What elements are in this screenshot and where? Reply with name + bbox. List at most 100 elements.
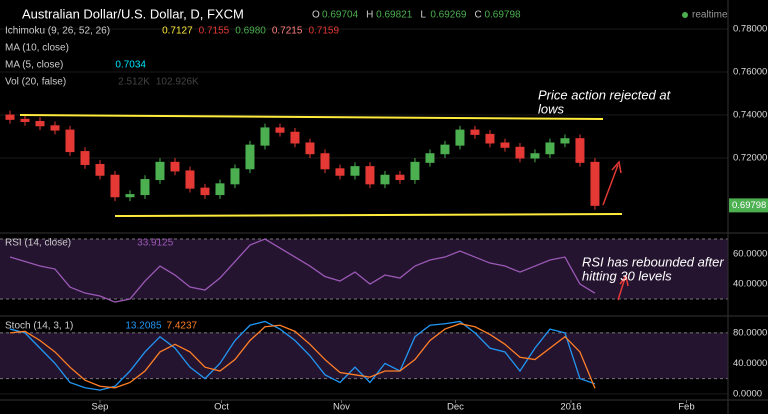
x-tick-label: Dec — [447, 402, 464, 413]
resistance-line — [19, 114, 604, 120]
candle-body — [95, 163, 105, 176]
indicator-value: 0.7127 — [162, 26, 193, 37]
ohlc-name: L — [420, 10, 426, 21]
band — [0, 332, 728, 379]
chart-title: Australian Dollar/U.S. Dollar, D, FXCM — [22, 6, 244, 21]
candle-body — [140, 179, 150, 196]
candle-body — [275, 127, 285, 133]
candle-body — [335, 168, 345, 176]
candle-body — [50, 125, 60, 131]
indicator-value: 2.512K — [118, 77, 150, 88]
ohlc-value: 0.69704 — [322, 10, 359, 21]
candle-body — [230, 168, 240, 185]
indicator-value: 0.7034 — [115, 60, 146, 71]
candle-body — [440, 144, 450, 155]
y-tick-label: 0.0000 — [733, 388, 762, 399]
indicator-value: 0.6980 — [235, 26, 266, 37]
ohlc-name: O — [312, 10, 320, 21]
x-tick-label: Oct — [214, 402, 229, 413]
status: realtime — [692, 10, 728, 21]
candle-body — [125, 194, 135, 198]
series-line — [9, 320, 596, 391]
candle-body — [410, 161, 420, 181]
status-dot — [682, 12, 688, 18]
ohlc-value: 0.69821 — [376, 10, 413, 21]
y-tick-label: 0.74000 — [733, 110, 767, 121]
candle-body — [245, 144, 255, 170]
y-tick-label: 60.0000 — [733, 249, 767, 260]
candle-body — [155, 161, 165, 181]
candle-body — [575, 138, 585, 163]
indicator-value: 0.7155 — [199, 26, 230, 37]
ohlc-value: 0.69269 — [430, 10, 467, 21]
indicator-value: 0.7215 — [272, 26, 303, 37]
candle-body — [65, 129, 75, 153]
y-tick-label: 80.0000 — [733, 327, 767, 338]
series-line — [9, 238, 596, 303]
arrow-head — [619, 274, 629, 287]
candle-body — [470, 129, 480, 135]
candle-body — [500, 142, 510, 148]
candle-body — [350, 166, 360, 176]
candle-body — [560, 138, 570, 144]
legend-entry: RSI (14, close) — [5, 238, 71, 249]
y-tick-label: 0.76000 — [733, 67, 767, 78]
indicator-label: MA (10, close) — [5, 43, 69, 54]
arrow — [602, 164, 619, 206]
support-line — [114, 213, 623, 217]
ohlc-name: C — [474, 10, 481, 21]
legend-value: 13.2085 — [125, 321, 162, 332]
annotation: lows — [538, 101, 565, 116]
y-tick-label: 0.78000 — [733, 24, 767, 35]
candle-body — [200, 187, 210, 196]
x-tick-label: Feb — [678, 402, 694, 413]
x-tick-label: Sep — [92, 402, 109, 413]
candle-body — [215, 183, 225, 196]
arrow-head — [611, 160, 622, 174]
price-tag — [729, 198, 768, 213]
candle-body — [545, 142, 555, 155]
candle-body — [485, 133, 495, 144]
series-line — [9, 323, 596, 389]
candle-body — [185, 170, 195, 189]
candle-body — [20, 118, 30, 122]
ohlc-value: 0.69798 — [484, 10, 521, 21]
candle-body — [5, 114, 15, 120]
legend-value: 7.4237 — [167, 321, 198, 332]
candle-body — [110, 174, 120, 198]
candle-body — [380, 174, 390, 185]
candle-body — [455, 129, 465, 146]
annotation: hitting 30 levels — [582, 268, 672, 283]
candle-body — [80, 151, 90, 165]
indicator-value: 102.926K — [156, 77, 199, 88]
pane-title: Stoch (14, 3, 1) — [5, 321, 73, 332]
band — [0, 239, 728, 300]
candle-body — [305, 142, 315, 155]
candle-body — [320, 153, 330, 170]
candle-body — [260, 127, 270, 146]
indicator-label: MA (5, close) — [5, 60, 63, 71]
legend-value: 33.9125 — [137, 238, 174, 249]
candle-body — [290, 131, 300, 144]
arrow — [617, 277, 626, 301]
candle-body — [425, 153, 435, 163]
candle-body — [170, 161, 180, 172]
ohlc-name: H — [366, 10, 373, 21]
y-tick-label: 40.0000 — [733, 279, 767, 290]
x-tick-label: 2016 — [560, 402, 581, 413]
candle-body — [395, 174, 405, 181]
candle-body — [590, 161, 600, 206]
indicator-label: Ichimoku (9, 26, 52, 26) — [5, 26, 110, 37]
indicator-value: 0.7159 — [308, 26, 339, 37]
annotation: RSI has rebounded after — [582, 254, 724, 269]
y-tick-label: 40.0000 — [733, 358, 767, 369]
annotation: Price action rejected at — [538, 87, 672, 102]
candle-body — [515, 146, 525, 159]
x-tick-label: Nov — [333, 402, 350, 413]
indicator-label: Vol (20, false) — [5, 77, 66, 88]
price-tag-label: 0.69798 — [732, 200, 766, 211]
y-tick-label: 0.72000 — [733, 153, 767, 164]
candle-body — [35, 120, 45, 127]
candle-body — [365, 166, 375, 185]
